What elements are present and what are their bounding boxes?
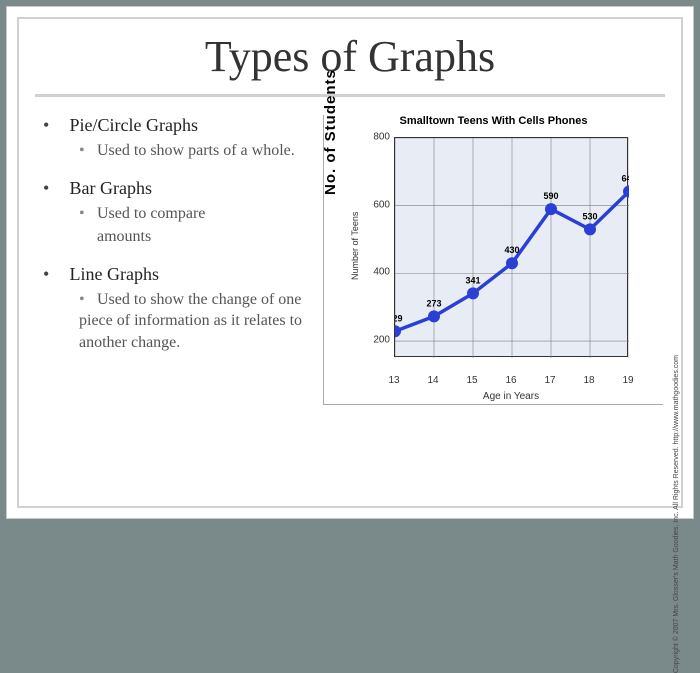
chart-ytick: 600	[366, 199, 390, 210]
svg-text:530: 530	[582, 211, 597, 221]
bullet-line-sub: Used to show the change of one piece of …	[79, 289, 315, 354]
chart-column: Smalltown Teens With Cells Phones No. of…	[323, 115, 665, 405]
bullet-bar-label: Bar Graphs	[70, 178, 152, 198]
bullet-bar-sub-1: Used to compare	[79, 203, 315, 225]
chart-svg: 229 273 341 430 590 530 642	[395, 138, 629, 358]
chart-xtick: 15	[462, 375, 482, 386]
bullet-line: Line Graphs Used to show the change of o…	[43, 264, 315, 354]
bullet-pie-label: Pie/Circle Graphs	[70, 115, 198, 135]
chart-ytick: 800	[366, 132, 390, 143]
svg-text:341: 341	[465, 275, 480, 285]
bullet-bar: Bar Graphs Used to compare amounts	[43, 178, 315, 248]
bullet-pie-sub: Used to show parts of a whole.	[79, 140, 315, 162]
bullet-pie: Pie/Circle Graphs Used to show parts of …	[43, 115, 315, 162]
svg-text:642: 642	[621, 173, 629, 183]
svg-text:430: 430	[504, 245, 519, 255]
chart-xtick: 14	[423, 375, 443, 386]
chart-ylabel-main: No. of Students	[322, 69, 339, 195]
chart-copyright: Copyright © 2007 Mrs. Glosser's Math Goo…	[673, 355, 680, 673]
page-title: Types of Graphs	[35, 31, 665, 82]
chart-ytick: 400	[366, 267, 390, 278]
bullet-line-label: Line Graphs	[70, 264, 159, 284]
chart-plot-area: 229 273 341 430 590 530 642	[394, 137, 628, 357]
svg-text:273: 273	[426, 298, 441, 308]
chart-xtick: 16	[501, 375, 521, 386]
slide-outer-frame: Types of Graphs Pie/Circle Graphs Used t…	[6, 6, 694, 519]
line-chart: Smalltown Teens With Cells Phones No. of…	[323, 115, 663, 405]
chart-title: Smalltown Teens With Cells Phones	[324, 115, 663, 127]
content-row: Pie/Circle Graphs Used to show parts of …	[35, 115, 665, 405]
chart-xlabel: Age in Years	[394, 391, 628, 402]
bullet-list-column: Pie/Circle Graphs Used to show parts of …	[35, 115, 315, 405]
chart-xtick: 13	[384, 375, 404, 386]
bullet-bar-sub-2: amounts	[97, 226, 315, 248]
chart-ylabel-sub: Number of Teens	[350, 212, 360, 280]
svg-text:590: 590	[543, 191, 558, 201]
chart-xtick: 18	[579, 375, 599, 386]
chart-xtick: 17	[540, 375, 560, 386]
chart-ytick: 200	[366, 335, 390, 346]
chart-xtick: 19	[618, 375, 638, 386]
title-divider	[35, 94, 665, 97]
slide-inner-frame: Types of Graphs Pie/Circle Graphs Used t…	[17, 17, 683, 508]
svg-text:229: 229	[395, 313, 403, 323]
